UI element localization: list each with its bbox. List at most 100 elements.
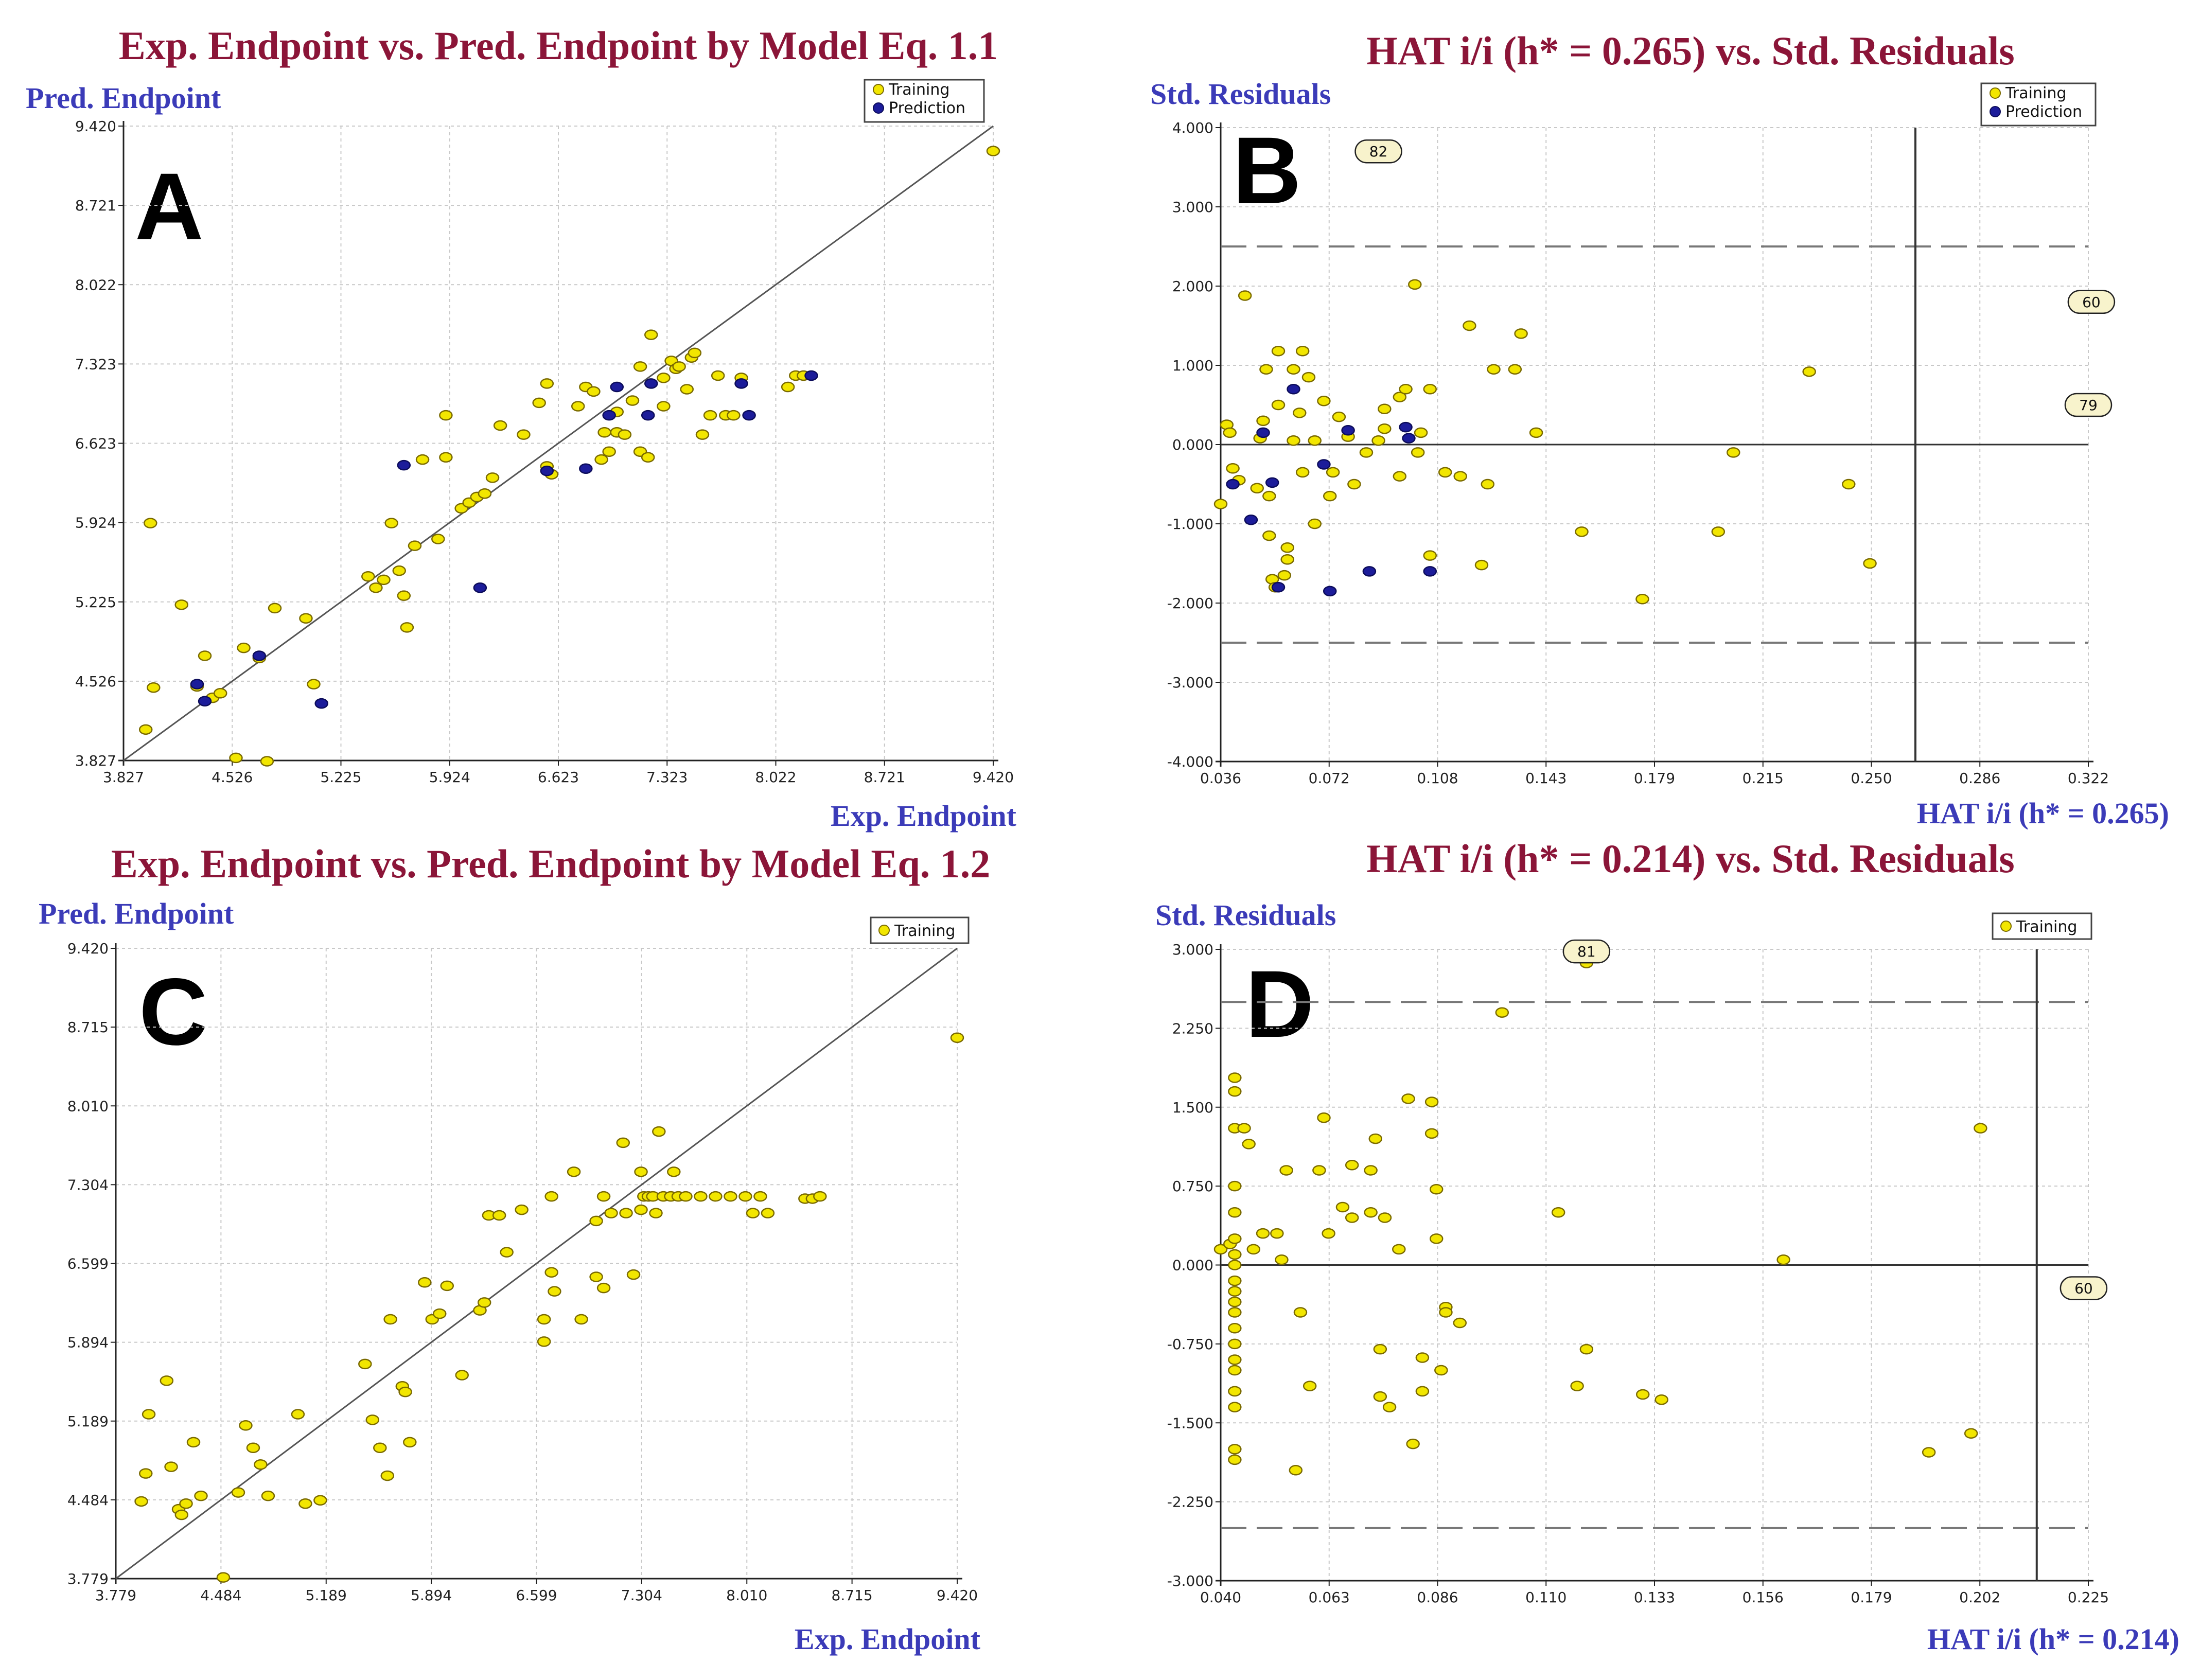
prediction-point: [742, 410, 756, 421]
training-point: [619, 1208, 633, 1218]
x-tick-label: 4.526: [212, 769, 253, 786]
prediction-point: [190, 679, 204, 689]
y-tick-label: -0.750: [1167, 1336, 1213, 1353]
training-point: [761, 1208, 775, 1218]
training-point: [1256, 1228, 1270, 1239]
training-point: [641, 452, 655, 463]
training-point: [198, 650, 212, 661]
prediction-point: [1341, 425, 1355, 436]
y-tick-label: 2.250: [1172, 1020, 1213, 1037]
training-point: [260, 756, 274, 767]
y-tick-label: 2.000: [1172, 278, 1213, 295]
training-point: [1508, 364, 1522, 375]
training-point: [160, 1375, 174, 1386]
prediction-point: [198, 696, 212, 706]
x-tick-label: 3.827: [103, 769, 144, 786]
training-point: [1964, 1428, 1978, 1439]
training-point: [1378, 403, 1392, 414]
training-point: [571, 401, 585, 412]
training-point: [574, 1314, 588, 1325]
training-point: [194, 1490, 208, 1501]
panel-a: Exp. Endpoint vs. Pred. Endpoint by Mode…: [26, 23, 1017, 833]
x-tick-label: 0.072: [1309, 770, 1350, 787]
prediction-point: [1362, 566, 1377, 577]
prediction-point: [1287, 383, 1300, 395]
y-tick-label: 8.721: [75, 197, 116, 214]
prediction-point: [1402, 433, 1416, 444]
training-point: [537, 1314, 551, 1325]
training-point: [596, 1191, 611, 1202]
training-point: [1259, 364, 1273, 375]
training-point: [377, 574, 391, 586]
training-point: [1424, 1128, 1439, 1139]
training-point: [1487, 364, 1501, 375]
training-point: [1280, 554, 1294, 565]
training-point: [618, 429, 632, 440]
x-tick-label: 0.086: [1417, 1589, 1458, 1606]
training-point: [813, 1191, 827, 1202]
training-point: [147, 682, 161, 693]
training-point: [680, 384, 694, 395]
x-tick-label: 5.894: [411, 1587, 452, 1604]
y-tick-label: 8.022: [75, 276, 116, 293]
training-point: [1287, 364, 1300, 375]
training-point: [1434, 1365, 1448, 1376]
panel-d: HAT i/i (h* = 0.214) vs. Std. Residuals …: [1155, 836, 2179, 1656]
legend-training-marker: [2000, 921, 2012, 932]
x-tick-label: 0.179: [1851, 1589, 1892, 1606]
panel-a-plot: 3.827 4.526 5.225 5.924 6.623 7.323 8.022 8.721…: [75, 118, 1014, 786]
training-point: [431, 534, 445, 544]
training-point: [1246, 1244, 1261, 1255]
x-tick-label: 0.063: [1309, 1589, 1350, 1606]
training-point: [1228, 1207, 1242, 1218]
prediction-point: [644, 378, 658, 389]
training-point: [415, 454, 430, 465]
training-point: [602, 446, 616, 457]
panel-d-xlabel: HAT i/i (h* = 0.214): [1927, 1622, 2179, 1656]
x-tick-label: 8.715: [832, 1587, 873, 1604]
y-tick-label: 1.500: [1172, 1099, 1213, 1116]
panel-c-letter: C: [139, 959, 208, 1065]
legend-training-label: Training: [888, 81, 949, 99]
training-point: [1289, 1465, 1303, 1476]
training-point: [478, 488, 492, 499]
y-tick-label: 3.000: [1172, 199, 1213, 216]
training-point: [1424, 1097, 1439, 1107]
training-point: [213, 688, 227, 699]
legend-training-label: Training: [2005, 84, 2066, 102]
training-point: [1474, 559, 1489, 571]
training-point: [1727, 447, 1740, 458]
legend-prediction-marker: [1990, 106, 2001, 117]
outlier-label: 60: [2074, 1280, 2093, 1297]
training-point: [432, 1308, 447, 1319]
training-point: [567, 1166, 581, 1177]
training-point: [644, 329, 658, 340]
training-point: [164, 1461, 178, 1472]
training-point: [439, 410, 453, 421]
training-point: [1308, 435, 1322, 446]
training-point: [1345, 1159, 1359, 1171]
training-point: [587, 386, 601, 397]
y-tick-label: 4.484: [67, 1492, 109, 1509]
training-point: [633, 361, 647, 372]
legend-prediction-label: Prediction: [2005, 103, 2082, 121]
x-tick-label: 0.110: [1525, 1589, 1567, 1606]
training-point: [1228, 1454, 1242, 1465]
x-tick-label: 0.322: [2068, 770, 2109, 787]
legend-training-marker: [1990, 87, 2001, 99]
training-point: [1378, 1212, 1392, 1223]
y-tick-label: 8.715: [67, 1019, 109, 1036]
x-tick-label: 0.108: [1417, 770, 1458, 787]
training-point: [383, 1314, 397, 1325]
outlier-label-badge: [2064, 393, 2113, 417]
training-point: [540, 378, 554, 389]
y-tick-label: 7.323: [75, 356, 116, 373]
legend-training-marker: [873, 84, 884, 95]
prediction-point: [252, 650, 267, 661]
panel-b-legend: Training Prediction: [1980, 82, 2097, 127]
training-point: [1271, 399, 1286, 411]
y-tick-label: -3.000: [1167, 1572, 1213, 1589]
x-tick-label: 0.202: [1959, 1589, 2000, 1606]
training-point: [384, 518, 398, 528]
